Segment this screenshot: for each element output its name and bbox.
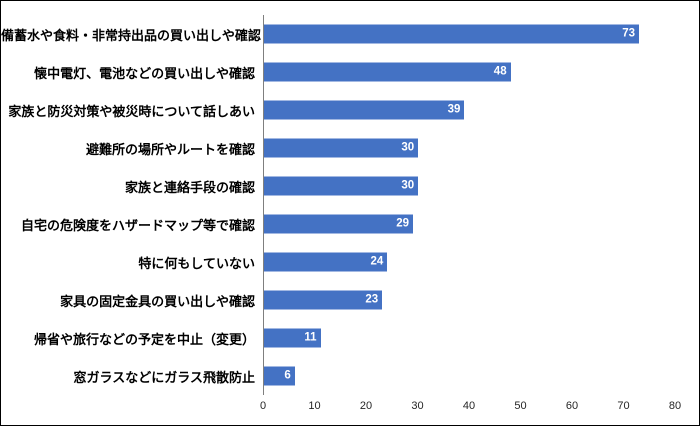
bar: 30 bbox=[264, 138, 419, 158]
chart-row: 避難所の場所やルートを確認 30 bbox=[1, 129, 699, 167]
bar: 30 bbox=[264, 176, 419, 196]
x-axis-tick-label: 0 bbox=[259, 400, 267, 412]
chart-row: 特に何もしていない 24 bbox=[1, 243, 699, 281]
category-label: 特に何もしていない bbox=[138, 255, 255, 271]
x-axis-tick-label: 70 bbox=[617, 400, 630, 412]
chart-row: 備蓄水や食料・非常持出品の買い出しや確認 73 bbox=[1, 15, 699, 53]
x-axis-tick-label: 60 bbox=[565, 400, 579, 412]
bar-track: 29 bbox=[263, 205, 675, 243]
bar-value-label: 39 bbox=[447, 103, 461, 116]
x-axis-tick-label: 50 bbox=[514, 400, 527, 412]
x-axis-tick-label: 80 bbox=[668, 400, 682, 412]
chart-row: 窓ガラスなどにガラス飛散防止 6 bbox=[1, 357, 699, 395]
bar-value-label: 48 bbox=[493, 65, 507, 78]
bar: 24 bbox=[264, 252, 388, 272]
bar-value-label: 6 bbox=[284, 369, 291, 382]
bar: 48 bbox=[264, 62, 511, 82]
x-axis: 0 10 20 30 40 50 60 70 80 bbox=[1, 395, 699, 421]
bar-value-label: 11 bbox=[304, 331, 317, 344]
category-label: 避難所の場所やルートを確認 bbox=[85, 141, 255, 157]
x-axis-tick-label: 10 bbox=[308, 400, 321, 412]
chart-row: 懐中電灯、電池などの買い出しや確認 48 bbox=[1, 53, 699, 91]
bar-track: 48 bbox=[263, 53, 675, 91]
bar: 39 bbox=[264, 100, 465, 120]
bar-track: 24 bbox=[263, 243, 675, 281]
category-label: 家族と防災対策や被災時について話しあい bbox=[8, 103, 255, 119]
category-label: 家族と連絡手段の確認 bbox=[124, 179, 255, 195]
bar-track: 11 bbox=[263, 319, 675, 357]
category-label: 備蓄水や食料・非常持出品の買い出しや確認 bbox=[1, 27, 261, 43]
chart-row: 自宅の危険度をハザードマップ等で確認 29 bbox=[1, 205, 699, 243]
axis-spacer bbox=[1, 395, 263, 421]
bar-track: 30 bbox=[263, 129, 675, 167]
bar: 6 bbox=[264, 366, 295, 386]
chart-row: 家具の固定金具の買い出しや確認 23 bbox=[1, 281, 699, 319]
bar: 73 bbox=[264, 24, 640, 44]
x-axis-ticks: 0 10 20 30 40 50 60 70 80 bbox=[259, 395, 681, 421]
bar-track: 6 bbox=[263, 357, 675, 395]
chart-rows: 備蓄水や食料・非常持出品の買い出しや確認 73 懐中電灯、電池などの買い出しや確認 4… bbox=[1, 15, 699, 395]
x-axis-tick-label: 40 bbox=[462, 400, 476, 412]
bar-track: 73 bbox=[263, 15, 675, 53]
bar: 11 bbox=[264, 328, 321, 348]
bar-value-label: 23 bbox=[365, 293, 379, 306]
bar-track: 39 bbox=[263, 91, 675, 129]
chart-row: 帰省や旅行などの予定を中止（変更） 11 bbox=[1, 319, 699, 357]
bar-track: 30 bbox=[263, 167, 675, 205]
bar-value-label: 73 bbox=[622, 27, 636, 40]
bar-value-label: 29 bbox=[396, 217, 409, 230]
category-label: 帰省や旅行などの予定を中止（変更） bbox=[33, 331, 255, 347]
x-axis-tick-label: 20 bbox=[359, 400, 373, 412]
category-label: 懐中電灯、電池などの買い出しや確認 bbox=[34, 65, 255, 81]
bar: 23 bbox=[264, 290, 383, 310]
chart-row: 家族と防災対策や被災時について話しあい 39 bbox=[1, 91, 699, 129]
bar-value-label: 30 bbox=[401, 179, 415, 192]
bar: 29 bbox=[264, 214, 413, 234]
category-label: 自宅の危険度をハザードマップ等で確認 bbox=[20, 217, 255, 233]
bar-value-label: 30 bbox=[401, 141, 415, 154]
bar-track: 23 bbox=[263, 281, 675, 319]
x-axis-tick-label: 30 bbox=[411, 400, 424, 412]
chart-row: 家族と連絡手段の確認 30 bbox=[1, 167, 699, 205]
category-label: 窓ガラスなどにガラス飛散防止 bbox=[73, 369, 255, 385]
bar-value-label: 24 bbox=[370, 255, 384, 268]
category-label: 家具の固定金具の買い出しや確認 bbox=[60, 293, 255, 309]
